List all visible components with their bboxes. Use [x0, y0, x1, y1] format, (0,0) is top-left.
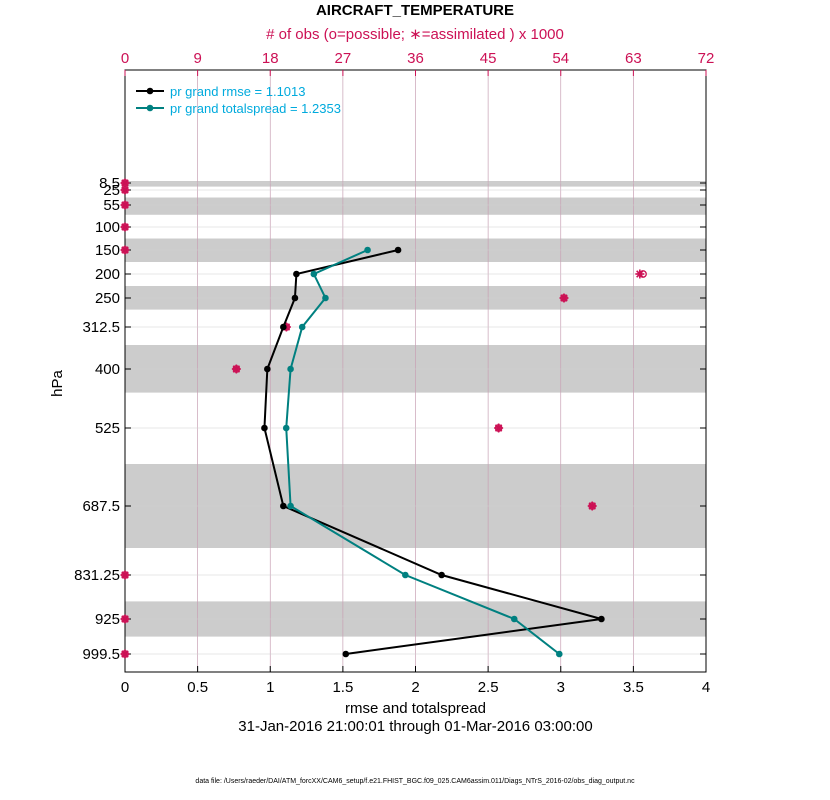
star-core	[561, 295, 567, 301]
y-tick-label: 831.25	[74, 567, 120, 584]
obs-markers	[120, 178, 647, 659]
y-tick-label: 687.5	[82, 498, 120, 515]
assimilated-marker	[494, 423, 504, 433]
series-point	[598, 615, 605, 623]
y-tick-label: 8.5	[99, 175, 120, 192]
x-tick-label: 4	[702, 679, 710, 696]
star-core	[589, 503, 595, 509]
y-tick-label: 999.5	[82, 646, 120, 663]
legend-label: pr grand totalspread = 1.2353	[170, 101, 341, 116]
star-core	[122, 187, 128, 193]
assimilated-marker	[120, 649, 130, 659]
x-tick-label: 1.5	[332, 679, 353, 696]
series-point	[291, 294, 299, 302]
series-line	[263, 249, 602, 655]
star-core	[122, 224, 128, 230]
x-tick-label: 3	[557, 679, 565, 696]
y-tick-label: 925	[95, 611, 120, 628]
y-tick-label: 55	[103, 197, 120, 214]
assimilated-marker	[635, 269, 645, 279]
assimilated-marker	[120, 185, 130, 195]
star-core	[122, 651, 128, 657]
series-point	[280, 323, 287, 331]
series-point	[264, 365, 271, 373]
star-core	[122, 616, 128, 622]
x-tick-label: 0.5	[187, 679, 208, 696]
chart-title: AIRCRAFT_TEMPERATURE	[315, 2, 515, 19]
series-point	[394, 246, 402, 254]
x-tick-label: 2	[411, 679, 419, 696]
series-point	[293, 270, 300, 278]
series-point	[402, 571, 409, 579]
top-axis-label: # of obs (o=possible; ∗=assimilated ) x …	[266, 26, 564, 43]
series-point	[287, 502, 294, 510]
top-tick-label: 18	[262, 50, 279, 67]
y-tick-label: 25	[103, 182, 120, 199]
series-point	[555, 650, 563, 658]
series-point	[364, 246, 371, 254]
y-tick-label: 200	[95, 266, 120, 283]
top-tick-label: 9	[193, 50, 201, 67]
series-point	[261, 424, 268, 432]
x-tick-label: 1	[266, 679, 274, 696]
assimilated-marker	[559, 293, 569, 303]
top-tick-label: 63	[625, 50, 642, 67]
series-point	[287, 365, 294, 373]
assimilated-marker	[120, 614, 130, 624]
star-core	[122, 202, 128, 208]
legend-marker	[146, 87, 154, 95]
assimilated-marker	[231, 364, 241, 374]
series-point	[438, 571, 445, 579]
series-lines	[261, 246, 605, 658]
assimilated-marker	[120, 570, 130, 580]
horizontal-grid	[125, 182, 706, 655]
date-range: 31-Jan-2016 21:00:01 through 01-Mar-2016…	[238, 718, 593, 735]
y-tick-label: 250	[95, 290, 120, 307]
top-tick-label: 72	[698, 50, 715, 67]
y-tick-label: 400	[95, 361, 120, 378]
assimilated-marker	[120, 200, 130, 210]
assimilated-marker	[120, 222, 130, 232]
series-point	[280, 502, 287, 510]
data-file-footer: data file: /Users/raeder/DAI/ATM_forcXX/…	[195, 778, 635, 785]
legend-marker	[146, 104, 154, 112]
assimilated-marker	[587, 501, 597, 511]
top-ticks: 0 9 18 27 36 45 54 63 72	[121, 50, 715, 76]
x-ticks: 0 0.5 1 1.5 2 2.5 3 3.5 4	[121, 666, 710, 696]
assimilated-marker	[120, 245, 130, 255]
x-tick-label: 3.5	[623, 679, 644, 696]
star-core	[496, 425, 502, 431]
y-tick-label: 525	[95, 420, 120, 437]
star-core	[637, 271, 643, 277]
x-tick-label: 2.5	[478, 679, 499, 696]
top-tick-label: 54	[552, 50, 569, 67]
y-tick-label: 100	[95, 219, 120, 236]
series-point	[342, 650, 350, 658]
y-axis-label: hPa	[48, 370, 66, 397]
star-core	[233, 366, 239, 372]
series-point	[310, 270, 318, 278]
star-core	[122, 572, 128, 578]
series-point	[282, 424, 290, 432]
series-point	[510, 615, 518, 623]
y-tick-label: 312.5	[82, 319, 120, 336]
top-tick-label: 45	[480, 50, 497, 67]
y-tick-label: 150	[95, 242, 120, 259]
x-tick-label: 0	[121, 679, 129, 696]
top-tick-label: 0	[121, 50, 129, 67]
star-core	[122, 247, 128, 253]
top-tick-label: 27	[335, 50, 352, 67]
legend: pr grand rmse = 1.1013 pr grand totalspre…	[136, 84, 341, 116]
vertical-grid	[197, 70, 634, 672]
series-point	[298, 323, 306, 331]
x-axis-label: rmse and totalspread	[345, 700, 486, 717]
star-core	[122, 180, 128, 186]
top-tick-label: 36	[407, 50, 424, 67]
series-line	[285, 249, 560, 655]
series-point	[322, 294, 329, 302]
legend-label: pr grand rmse = 1.1013	[170, 84, 306, 99]
